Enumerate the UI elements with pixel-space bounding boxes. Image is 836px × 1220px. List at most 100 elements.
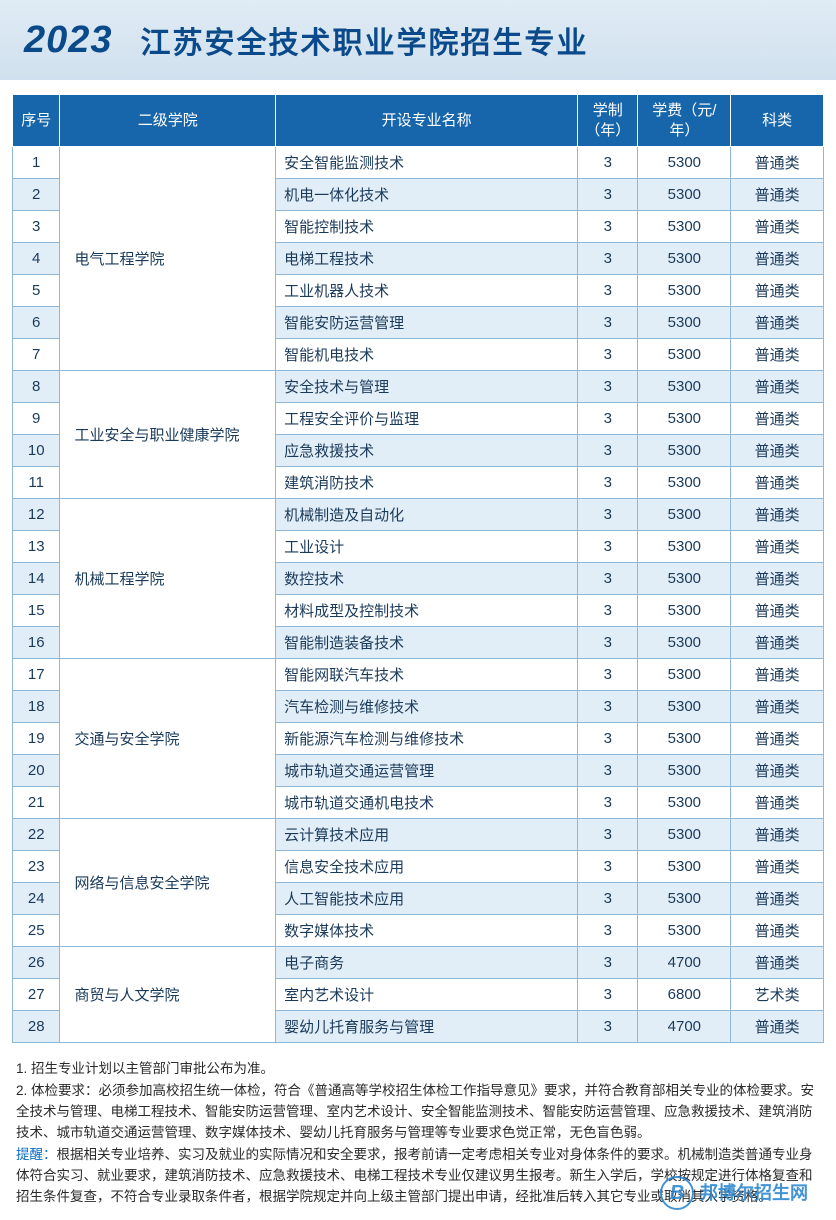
cell-index: 18: [13, 691, 60, 723]
cell-index: 4: [13, 243, 60, 275]
header-title: 江苏安全技术职业学院招生专业: [141, 18, 589, 62]
cell-duration: 3: [578, 627, 638, 659]
th-duration: 学制（年）: [578, 95, 638, 147]
cell-duration: 3: [578, 915, 638, 947]
cell-index: 6: [13, 307, 60, 339]
cell-duration: 3: [578, 691, 638, 723]
cell-duration: 3: [578, 595, 638, 627]
th-category: 科类: [731, 95, 824, 147]
cell-department: 电气工程学院: [60, 147, 276, 371]
cell-duration: 3: [578, 723, 638, 755]
cell-index: 17: [13, 659, 60, 691]
cell-index: 8: [13, 371, 60, 403]
cell-major: 室内艺术设计: [276, 979, 578, 1011]
cell-category: 普通类: [731, 627, 824, 659]
cell-duration: 3: [578, 371, 638, 403]
cell-fee: 4700: [638, 1011, 731, 1043]
cell-index: 9: [13, 403, 60, 435]
cell-index: 27: [13, 979, 60, 1011]
cell-department: 交通与安全学院: [60, 659, 276, 819]
cell-duration: 3: [578, 851, 638, 883]
th-index: 序号: [13, 95, 60, 147]
watermark-logo-icon: B: [660, 1176, 694, 1210]
cell-category: 普通类: [731, 179, 824, 211]
cell-major: 安全智能监测技术: [276, 147, 578, 179]
cell-duration: 3: [578, 403, 638, 435]
cell-fee: 5300: [638, 435, 731, 467]
cell-category: 普通类: [731, 883, 824, 915]
cell-duration: 3: [578, 563, 638, 595]
cell-index: 14: [13, 563, 60, 595]
cell-duration: 3: [578, 979, 638, 1011]
cell-fee: 4700: [638, 947, 731, 979]
cell-category: 普通类: [731, 1011, 824, 1043]
cell-major: 智能安防运营管理: [276, 307, 578, 339]
cell-major: 数字媒体技术: [276, 915, 578, 947]
cell-fee: 5300: [638, 371, 731, 403]
cell-fee: 5300: [638, 275, 731, 307]
cell-category: 普通类: [731, 435, 824, 467]
majors-table: 序号 二级学院 开设专业名称 学制（年） 学费（元/年） 科类 1电气工程学院安…: [12, 94, 824, 1043]
cell-fee: 5300: [638, 467, 731, 499]
cell-duration: 3: [578, 307, 638, 339]
cell-index: 23: [13, 851, 60, 883]
cell-index: 28: [13, 1011, 60, 1043]
cell-index: 24: [13, 883, 60, 915]
cell-category: 普通类: [731, 755, 824, 787]
hint-label: 提醒：: [16, 1147, 57, 1162]
cell-major: 汽车检测与维修技术: [276, 691, 578, 723]
cell-index: 2: [13, 179, 60, 211]
cell-index: 1: [13, 147, 60, 179]
cell-category: 普通类: [731, 723, 824, 755]
cell-fee: 5300: [638, 531, 731, 563]
watermark-text: 邦博尔招生网: [700, 1180, 808, 1208]
cell-index: 10: [13, 435, 60, 467]
cell-category: 普通类: [731, 659, 824, 691]
watermark: B 邦博尔招生网: [660, 1176, 808, 1210]
table-row: 1电气工程学院安全智能监测技术35300普通类: [13, 147, 824, 179]
cell-duration: 3: [578, 179, 638, 211]
cell-duration: 3: [578, 531, 638, 563]
cell-index: 26: [13, 947, 60, 979]
cell-duration: 3: [578, 243, 638, 275]
cell-department: 机械工程学院: [60, 499, 276, 659]
cell-major: 新能源汽车检测与维修技术: [276, 723, 578, 755]
cell-fee: 5300: [638, 595, 731, 627]
table-row: 22网络与信息安全学院云计算技术应用35300普通类: [13, 819, 824, 851]
cell-duration: 3: [578, 435, 638, 467]
cell-fee: 5300: [638, 627, 731, 659]
cell-duration: 3: [578, 787, 638, 819]
cell-major: 材料成型及控制技术: [276, 595, 578, 627]
cell-major: 应急救援技术: [276, 435, 578, 467]
cell-duration: 3: [578, 211, 638, 243]
cell-major: 人工智能技术应用: [276, 883, 578, 915]
cell-category: 普通类: [731, 787, 824, 819]
cell-major: 婴幼儿托育服务与管理: [276, 1011, 578, 1043]
cell-index: 20: [13, 755, 60, 787]
cell-major: 云计算技术应用: [276, 819, 578, 851]
table-container: 序号 二级学院 开设专业名称 学制（年） 学费（元/年） 科类 1电气工程学院安…: [0, 80, 836, 1051]
cell-category: 普通类: [731, 339, 824, 371]
cell-category: 普通类: [731, 851, 824, 883]
cell-fee: 5300: [638, 755, 731, 787]
cell-fee: 6800: [638, 979, 731, 1011]
cell-fee: 5300: [638, 659, 731, 691]
table-row: 12机械工程学院机械制造及自动化35300普通类: [13, 499, 824, 531]
cell-major: 建筑消防技术: [276, 467, 578, 499]
cell-major: 智能机电技术: [276, 339, 578, 371]
cell-major: 信息安全技术应用: [276, 851, 578, 883]
cell-fee: 5300: [638, 243, 731, 275]
cell-department: 工业安全与职业健康学院: [60, 371, 276, 499]
cell-major: 城市轨道交通机电技术: [276, 787, 578, 819]
cell-category: 普通类: [731, 915, 824, 947]
cell-index: 25: [13, 915, 60, 947]
cell-fee: 5300: [638, 211, 731, 243]
cell-major: 电梯工程技术: [276, 243, 578, 275]
th-department: 二级学院: [60, 95, 276, 147]
cell-fee: 5300: [638, 563, 731, 595]
cell-major: 城市轨道交通运营管理: [276, 755, 578, 787]
cell-category: 普通类: [731, 499, 824, 531]
cell-category: 普通类: [731, 211, 824, 243]
cell-fee: 5300: [638, 851, 731, 883]
cell-duration: 3: [578, 499, 638, 531]
